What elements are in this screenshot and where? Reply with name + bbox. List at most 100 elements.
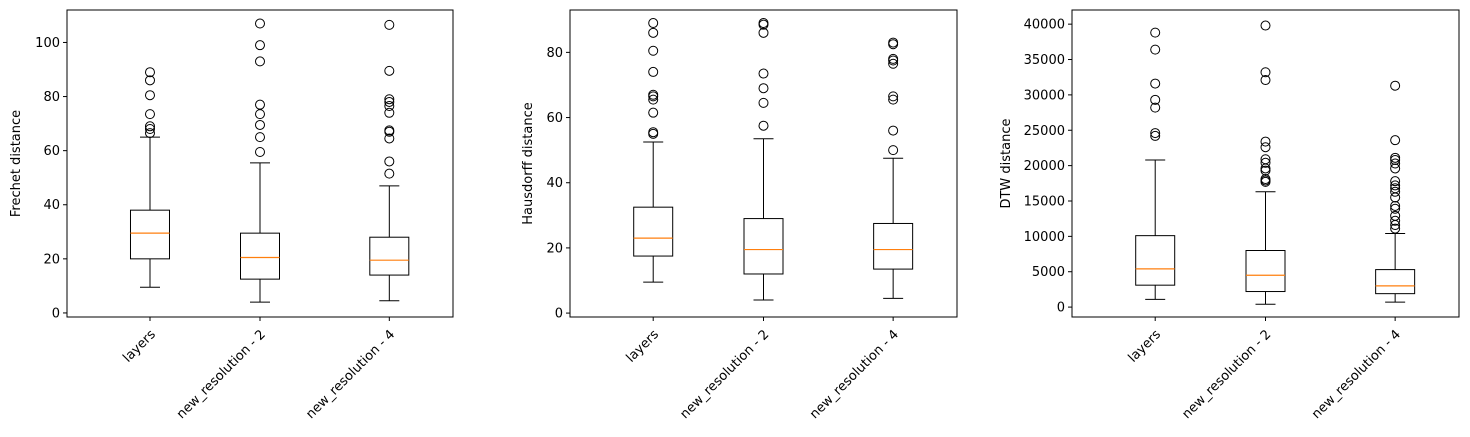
iqr-box [1375,269,1416,295]
outlier-point [1150,44,1161,55]
outlier-point [255,109,265,120]
outlier-point [1390,186,1401,197]
outlier-point [1150,128,1161,139]
outlier-point [255,119,265,130]
outlier-point [1390,180,1401,191]
outlier-point [758,120,769,131]
iqr-box [369,236,410,276]
dtw-boxplot-panel: 0 5000 10000 15000 20000 25000 30000 35000 40000… [999,9,1460,422]
box-group [240,18,280,303]
outlier-point [384,156,395,167]
y-tick-label: 20000 [1024,159,1065,174]
y-tick-label: 40 [546,176,563,191]
y-tick-label: 0 [555,307,563,322]
y-tick-label: 60 [546,111,563,126]
iqr-box [1245,250,1286,293]
outlier-point [255,132,265,143]
y-axis-label: DTW distance [999,118,1014,208]
outlier-point [1390,80,1401,91]
box-group [1375,80,1416,303]
y-tick-label: 20 [43,252,60,267]
outlier-point [758,68,769,79]
outlier-point [888,58,899,69]
x-tick-label: layers [624,327,663,366]
y-tick-label: 0 [1057,301,1065,316]
outlier-point [648,18,659,29]
iqr-box [129,209,170,260]
iqr-box [1135,235,1176,286]
y-tick-label: 10000 [1024,230,1065,245]
box-group [369,19,410,302]
y-tick-label: 25000 [1024,124,1065,139]
outlier-point [1260,75,1271,86]
y-tick-label: 40000 [1024,18,1065,33]
outlier-point [648,127,659,138]
outlier-point [384,101,395,112]
outlier-point [1390,210,1401,221]
outlier-point [255,99,265,110]
iqr-box [240,232,280,280]
outlier-point [758,18,769,29]
outlier-point [648,89,659,100]
outlier-point [1390,215,1401,226]
outlier-point [758,83,769,94]
outlier-point [888,91,899,102]
x-tick-label: new_resolution - 2 [174,327,269,422]
y-tick-label: 40 [43,198,60,213]
outlier-point [1390,176,1401,187]
outlier-point [1150,102,1161,113]
outlier-point [1260,174,1271,185]
outlier-point [255,56,265,67]
iqr-box [743,218,784,275]
y-tick-label: 15000 [1024,194,1065,209]
y-tick-label: 100 [35,36,60,51]
outlier-point [648,45,659,56]
outlier-point [888,125,899,136]
outlier-point [1150,94,1161,105]
outlier-point [1390,158,1401,169]
outlier-point [648,94,659,105]
outlier-point [648,107,659,118]
outlier-point [384,107,395,118]
box-group [633,18,674,283]
outlier-point [888,94,899,105]
iqr-box [873,222,914,270]
outlier-point [1260,154,1271,165]
outlier-point [1390,223,1401,234]
outlier-point [888,53,899,64]
outlier-point [384,133,395,144]
outlier-point [1390,135,1401,146]
outlier-point [1150,27,1161,38]
outlier-point [144,67,155,78]
x-tick-label: new_resolution - 2 [1179,327,1274,422]
x-tick-label: layers [1126,327,1165,366]
outlier-point [255,18,265,29]
outlier-point [255,40,265,51]
x-tick-label: new_resolution - 4 [807,327,902,422]
outlier-point [1390,200,1401,211]
y-tick-label: 0 [52,306,60,321]
outlier-point [1260,157,1271,168]
outlier-point [1390,152,1401,163]
outlier-point [1150,78,1161,89]
outlier-point [888,145,899,156]
outlier-point [1390,183,1401,194]
outlier-point [1150,130,1161,141]
outlier-point [255,147,265,158]
hausdorff-boxplot-panel: 0 20 40 60 80 Hausdorff distance layers new_res… [521,9,958,422]
outlier-point [144,124,155,135]
box-group [873,37,914,299]
outlier-point [144,121,155,132]
outlier-point [144,90,155,101]
outlier-point [1260,20,1271,31]
x-tick-label: new_resolution - 2 [677,327,772,422]
y-tick-label: 30000 [1024,88,1065,103]
outlier-point [144,75,155,86]
outlier-point [384,65,395,76]
y-axis-label: Hausdorff distance [521,102,536,224]
outlier-point [648,66,659,77]
frechet-boxplot-panel: 0 20 40 60 80 100 Frechet distance layers new_re… [9,9,454,422]
box-group [1245,20,1286,305]
box-group [129,67,170,288]
